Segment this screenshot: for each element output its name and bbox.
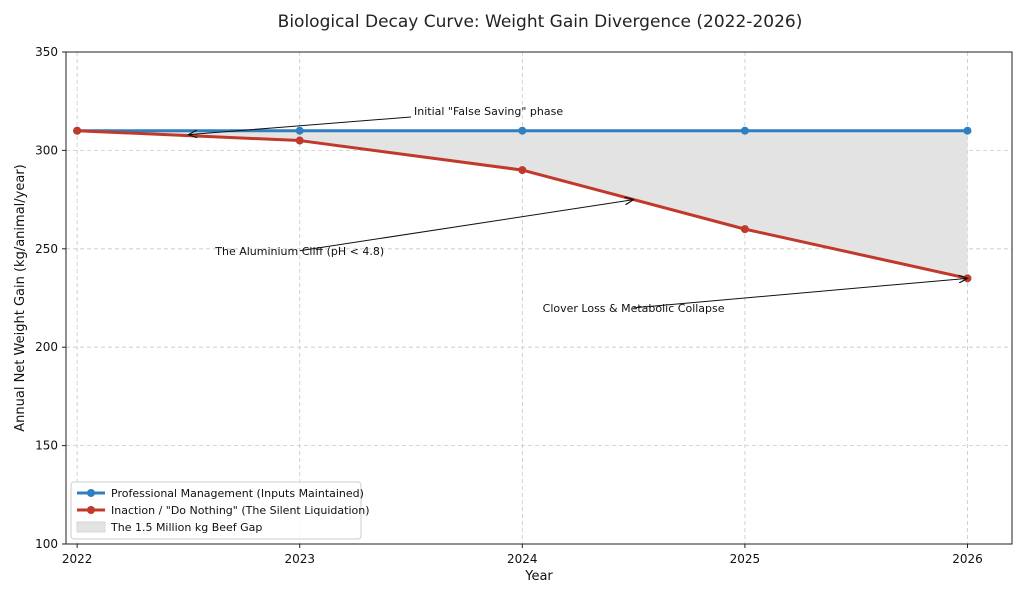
legend-entry-professional-label: Professional Management (Inputs Maintain… — [111, 487, 364, 500]
legend-entry-gap-patch — [76, 521, 106, 533]
legend-box — [70, 481, 362, 540]
annotation-text: The Aluminium Cliff (pH < 4.8) — [214, 245, 384, 258]
series-2-point — [518, 166, 527, 175]
gap-fill-layer — [77, 130, 968, 279]
x-tick-label: 2024 — [507, 552, 538, 566]
y-tick-label: 350 — [35, 45, 58, 59]
series-2-point — [740, 225, 749, 234]
grid — [66, 52, 1012, 544]
annotations: Initial "False Saving" phase The Aluminiu… — [188, 105, 967, 315]
legend-entry-gap-label: The 1.5 Million kg Beef Gap — [110, 521, 262, 534]
x-tick-label: 2023 — [284, 552, 315, 566]
series-2-point — [295, 136, 304, 145]
series-1-point — [518, 126, 527, 135]
y-tick-label: 200 — [35, 340, 58, 354]
series-1-point — [963, 126, 972, 135]
legend: Professional Management (Inputs Maintain… — [70, 481, 370, 540]
plot-frame — [65, 51, 1013, 545]
annotation-arrow — [633, 278, 968, 309]
y-tick-label: 100 — [35, 537, 58, 551]
series-1-point — [740, 126, 749, 135]
series-1-point — [295, 126, 304, 135]
legend-entry-inaction-marker — [87, 506, 95, 514]
y-tick-label: 250 — [35, 242, 58, 256]
annotation-arrow — [299, 200, 634, 252]
legend-entry-inaction-label: Inaction / "Do Nothing" (The Silent Liqu… — [111, 504, 370, 517]
ticks: 2022 2023 2024 2025 2026 100 150 200 250 300 350 — [35, 45, 983, 566]
y-tick-label: 300 — [35, 143, 58, 157]
beef-gap-area — [77, 130, 968, 279]
x-tick-label: 2025 — [730, 552, 761, 566]
annotation-text: Initial "False Saving" phase — [414, 105, 563, 118]
y-axis-label: Annual Net Weight Gain (kg/animal/year) — [13, 164, 28, 431]
chart-title: Biological Decay Curve: Weight Gain Dive… — [278, 12, 803, 32]
x-tick-label: 2026 — [952, 552, 983, 566]
x-axis-label: Year — [524, 569, 553, 584]
series-2-point — [73, 126, 82, 135]
annotation-arrow — [188, 116, 412, 135]
x-tick-label: 2022 — [62, 552, 93, 566]
legend-entry-professional-marker — [87, 489, 95, 497]
annotation-text: Clover Loss & Metabolic Collapse — [543, 302, 725, 315]
y-tick-label: 150 — [35, 439, 58, 453]
